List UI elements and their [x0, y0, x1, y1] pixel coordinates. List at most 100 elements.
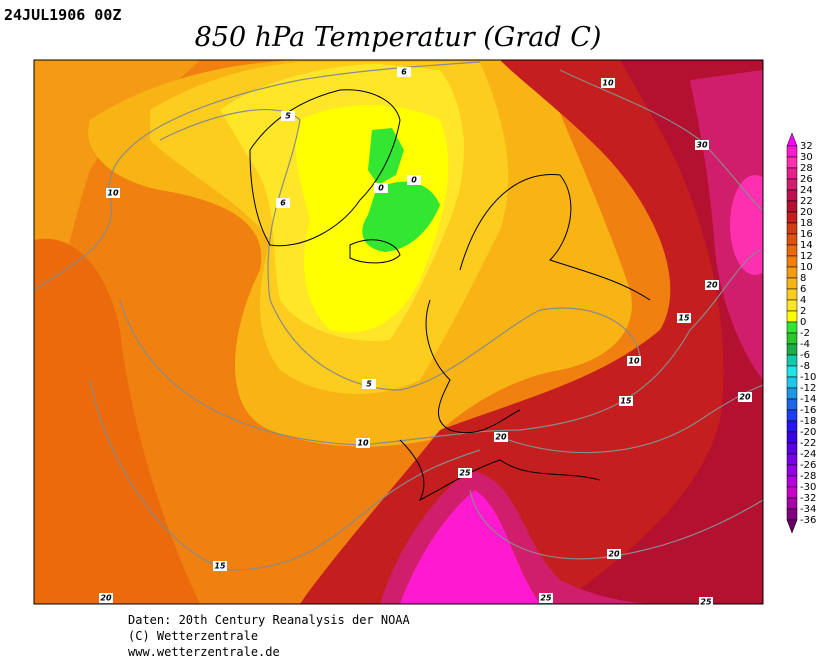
colorbar-label: 0	[800, 317, 806, 328]
colorbar-label: -12	[800, 383, 816, 394]
colorbar-swatch	[786, 189, 798, 202]
field	[34, 60, 200, 330]
colorbar-swatch	[786, 299, 798, 312]
contour-label-box	[356, 438, 370, 448]
contour-label: 25	[459, 469, 471, 478]
colorbar-swatch	[786, 211, 798, 224]
colorbar-label: -8	[800, 361, 810, 372]
contour-label: 10	[107, 189, 119, 198]
colorbar-label: 8	[800, 273, 806, 284]
colorbar-label: -18	[800, 416, 816, 427]
colorbar: 32302826242220181614121086420-2-4-6-8-10…	[786, 132, 816, 534]
colorbar-label: 30	[800, 152, 813, 163]
contour-label: 20	[608, 550, 620, 559]
date-label: 24JUL1906 00Z	[4, 6, 121, 24]
contour-label-box	[738, 392, 752, 402]
coastline	[425, 173, 651, 434]
colorbar-swatch	[786, 376, 798, 389]
colorbar-swatch	[786, 453, 798, 466]
colorbar-swatch	[786, 321, 798, 334]
contour-label-box	[458, 468, 472, 478]
contour-label: 20	[739, 393, 751, 402]
contour-label: 25	[540, 594, 552, 603]
isotherm	[89, 379, 481, 571]
colorbar-label: -20	[800, 427, 816, 438]
colorbar-swatch	[786, 200, 798, 213]
contour-label: 5	[366, 380, 372, 389]
colorbar-label: -28	[800, 471, 816, 482]
colorbar-label: 16	[800, 229, 813, 240]
colorbar-label: -2	[800, 328, 810, 339]
isotherm	[119, 249, 761, 446]
colorbar-swatch	[786, 464, 798, 477]
colorbar-swatch	[786, 343, 798, 356]
field	[300, 60, 763, 604]
colorbar-label: 6	[800, 284, 806, 295]
colorbar-label: 2	[800, 306, 806, 317]
map-frame	[33, 59, 764, 605]
colorbar-label: -30	[800, 482, 816, 493]
colorbar-label: -14	[800, 394, 816, 405]
colorbar-swatch	[786, 387, 798, 400]
contour-label-box	[619, 396, 633, 406]
contour-label-box	[106, 188, 120, 198]
footer-line: www.wetterzentrale.de	[128, 645, 280, 659]
colorbar-swatch	[786, 277, 798, 290]
colorbar-swatch	[786, 497, 798, 510]
colorbar-swatch	[786, 431, 798, 444]
colorbar-swatch	[786, 167, 798, 180]
colorbar-swatch	[786, 255, 798, 268]
colorbar-label: -26	[800, 460, 816, 471]
colorbar-swatch	[786, 475, 798, 488]
colorbar-swatch	[786, 486, 798, 499]
contour-label-box	[494, 432, 508, 442]
contour-label-box	[705, 280, 719, 290]
contour-label-box	[539, 593, 553, 603]
colorbar-label: 4	[800, 295, 806, 306]
colorbar-swatch	[786, 222, 798, 235]
contour-label-box	[397, 67, 411, 77]
colorbar-label: -4	[800, 339, 810, 350]
contour-label-box	[362, 379, 376, 389]
map-area	[34, 60, 763, 604]
contour-label: 30	[696, 141, 708, 150]
contour-label: 10	[628, 357, 640, 366]
colorbar-swatch	[786, 266, 798, 279]
colorbar-label: -32	[800, 493, 816, 504]
colorbar-label: -34	[800, 504, 816, 515]
footer-line: Daten: 20th Century Reanalysis der NOAA	[128, 613, 411, 627]
colorbar-label: -6	[800, 350, 810, 361]
colorbar-swatch	[786, 365, 798, 378]
field	[362, 181, 440, 252]
contour-label-box	[677, 313, 691, 323]
colorbar-label: 28	[800, 163, 813, 174]
colorbar-swatch	[786, 178, 798, 191]
contour-label-box	[374, 183, 388, 193]
field	[400, 490, 540, 604]
colorbar-swatch	[786, 332, 798, 345]
contour-label: 15	[214, 562, 226, 571]
contour-label-box	[99, 593, 113, 603]
contour-label: 10	[357, 439, 369, 448]
contour-label-box	[601, 78, 615, 88]
colorbar-swatch	[786, 244, 798, 257]
field	[730, 175, 763, 275]
contour-label-box	[407, 175, 421, 185]
coastline	[249, 89, 401, 247]
contour-labels: 6 10 5 30 0 0 10 6 20 15 10 5 15 20 10 20 25 20 15 20 25 25	[99, 67, 752, 607]
colorbar-label: -10	[800, 372, 816, 383]
contour-label: 25	[700, 598, 712, 607]
colorbar-swatch	[786, 409, 798, 422]
contour-label-box	[276, 198, 290, 208]
colorbar-swatch	[786, 354, 798, 367]
contour-label: 20	[706, 281, 718, 290]
colorbar-label: 26	[800, 174, 813, 185]
contour-label: 20	[100, 594, 112, 603]
colorbar-swatch	[786, 508, 798, 521]
colorbar-label: 20	[800, 207, 813, 218]
contour-label: 6	[280, 199, 286, 208]
colorbar-swatch	[786, 233, 798, 246]
colorbar-label: -22	[800, 438, 816, 449]
